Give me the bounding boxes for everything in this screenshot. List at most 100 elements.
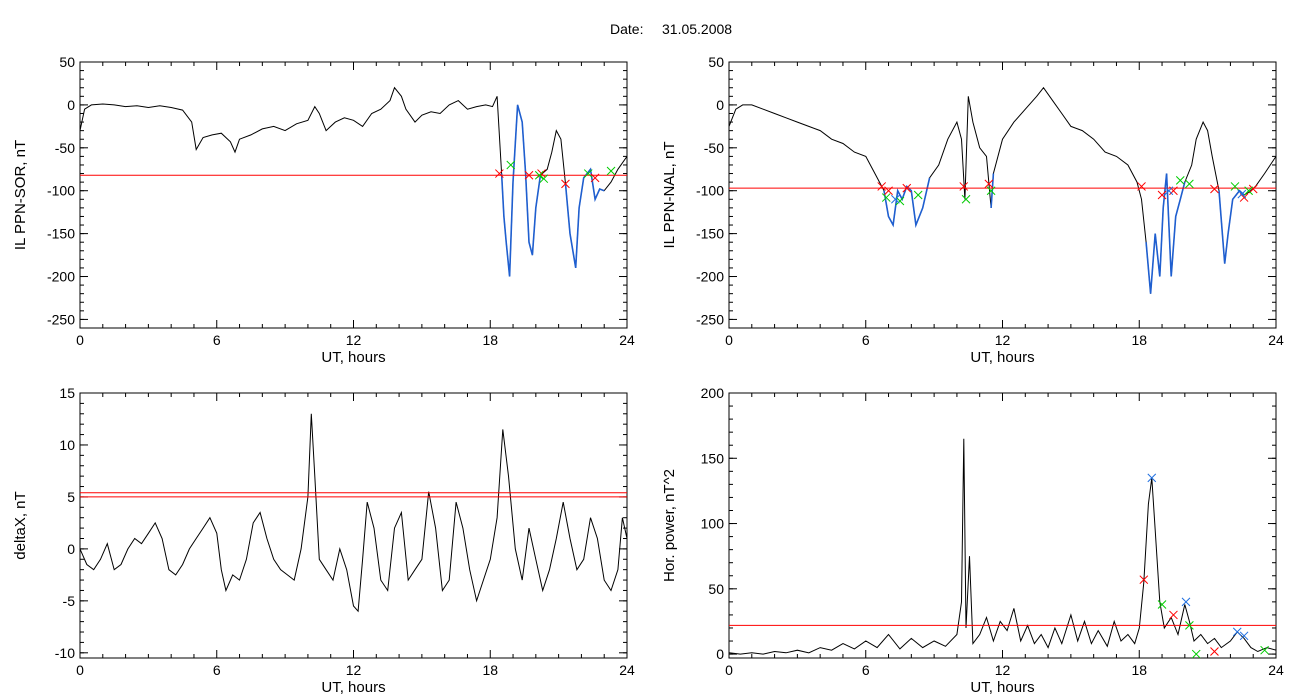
y-tick-label: 10 <box>59 437 75 453</box>
marker-mid <box>895 196 905 206</box>
marker-start <box>959 182 969 191</box>
x-tick-label: 6 <box>213 332 221 348</box>
x-tick-label: 6 <box>862 332 870 348</box>
plot-frame <box>79 61 628 329</box>
plot-frame <box>79 392 628 659</box>
y-tick-label: 200 <box>701 385 725 401</box>
marker-start <box>1157 190 1167 200</box>
plot-area <box>80 86 627 277</box>
x-tick-label: 12 <box>346 662 362 678</box>
y-tick-label: -5 <box>63 593 76 609</box>
marker-start <box>902 183 912 193</box>
marker-peak <box>1237 189 1247 199</box>
plot-area <box>80 413 627 613</box>
y-tick-label: -150 <box>47 226 75 242</box>
y-axis-label: deltaX, nT <box>12 491 29 559</box>
highlight-segment <box>990 173 995 208</box>
marker-start <box>495 169 504 178</box>
x-tick-label: 0 <box>76 662 84 678</box>
marker-start <box>877 182 887 191</box>
highlight-segment <box>500 104 542 277</box>
data-series-line <box>80 413 627 613</box>
y-tick-label: 0 <box>716 97 724 113</box>
marker-start <box>884 186 893 196</box>
y-tick-label: -100 <box>696 183 724 199</box>
panel-il-ppn-sor: 0 6 12 18 24 50 0 -50 -100 -150 -200 -250 UT, hours I… <box>12 54 635 366</box>
y-tick-label: 50 <box>708 581 724 597</box>
x-axis-label: UT, hours <box>970 679 1034 696</box>
marker-mid <box>1157 600 1167 609</box>
marker-mid <box>1191 649 1201 658</box>
x-axis-label: UT, hours <box>970 349 1034 366</box>
marker-mid <box>606 166 616 176</box>
data-series-line <box>729 438 1276 655</box>
x-tick-label: 24 <box>619 662 635 678</box>
marker-mid <box>534 170 544 180</box>
y-tick-label: 0 <box>67 97 75 113</box>
x-axis-label: UT, hours <box>321 679 385 696</box>
highlight-segment <box>1218 189 1245 264</box>
data-series-line <box>80 86 627 277</box>
marker-mid <box>1185 621 1194 630</box>
y-tick-label: -200 <box>47 269 75 285</box>
date-label: Date: <box>610 21 643 37</box>
plot-frame <box>728 61 1277 329</box>
marker-mid <box>961 194 971 204</box>
x-tick-label: 12 <box>995 332 1011 348</box>
x-tick-label: 24 <box>1268 662 1284 678</box>
y-tick-label: -250 <box>696 311 724 327</box>
marker-mid <box>539 174 549 184</box>
marker-mid <box>1230 182 1240 191</box>
marker-mid <box>986 186 996 196</box>
y-tick-label: -50 <box>55 140 75 156</box>
marker-mid <box>913 190 923 200</box>
x-tick-label: 0 <box>76 332 84 348</box>
x-tick-label: 12 <box>346 332 362 348</box>
marker-peak <box>1164 186 1174 196</box>
y-tick-label: 15 <box>59 385 75 401</box>
marker-mid <box>1175 176 1185 185</box>
y-tick-label: 50 <box>59 54 75 70</box>
y-tick-label: 50 <box>708 54 724 70</box>
marker-start <box>590 173 600 183</box>
y-tick-label: 100 <box>701 516 725 532</box>
y-axis-label: IL PPN-NAL, nT <box>661 142 678 249</box>
y-axis-label: IL PPN-SOR, nT <box>12 140 29 250</box>
marker-start <box>524 170 534 180</box>
x-tick-label: 18 <box>482 332 498 348</box>
marker-mid <box>1244 186 1254 196</box>
marker-mid <box>1185 179 1194 189</box>
y-tick-label: 5 <box>67 489 75 505</box>
marker-mid <box>881 193 891 202</box>
y-tick-label: -50 <box>704 140 724 156</box>
marker-peak <box>1147 473 1157 483</box>
y-tick-label: -10 <box>55 645 75 661</box>
marker-start <box>561 179 570 189</box>
marker-peak <box>1239 631 1249 641</box>
x-tick-label: 6 <box>862 662 870 678</box>
highlight-segment <box>564 167 605 269</box>
highlight-segment <box>1145 173 1186 294</box>
x-axis-label: UT, hours <box>321 349 385 366</box>
marker-mid <box>1260 645 1269 655</box>
x-tick-label: 6 <box>213 662 221 678</box>
x-tick-label: 24 <box>619 332 635 348</box>
marker-peak <box>1181 597 1191 607</box>
x-tick-label: 24 <box>1268 332 1284 348</box>
x-tick-label: 12 <box>995 662 1011 678</box>
panel-deltax: 0 6 12 18 24 15 10 5 0 -5 -10 UT, hours deltaX, nT <box>12 385 635 696</box>
marker-start <box>1139 575 1149 585</box>
marker-start <box>1137 182 1146 191</box>
y-axis-label: Hor. power, nT^2 <box>661 469 678 582</box>
x-tick-label: 18 <box>1131 662 1147 678</box>
panel-il-ppn-nal: 0 6 12 18 24 50 0 -50 -100 -150 -200 -250 UT, hours I… <box>661 54 1284 366</box>
date-value: 31.05.2008 <box>662 21 732 37</box>
marker-mid <box>506 160 516 170</box>
marker-start <box>1210 184 1219 194</box>
x-tick-label: 18 <box>1131 332 1147 348</box>
y-tick-label: 150 <box>701 450 725 466</box>
marker-start <box>984 179 994 189</box>
plot-area <box>729 86 1276 294</box>
marker-start <box>1210 647 1219 656</box>
